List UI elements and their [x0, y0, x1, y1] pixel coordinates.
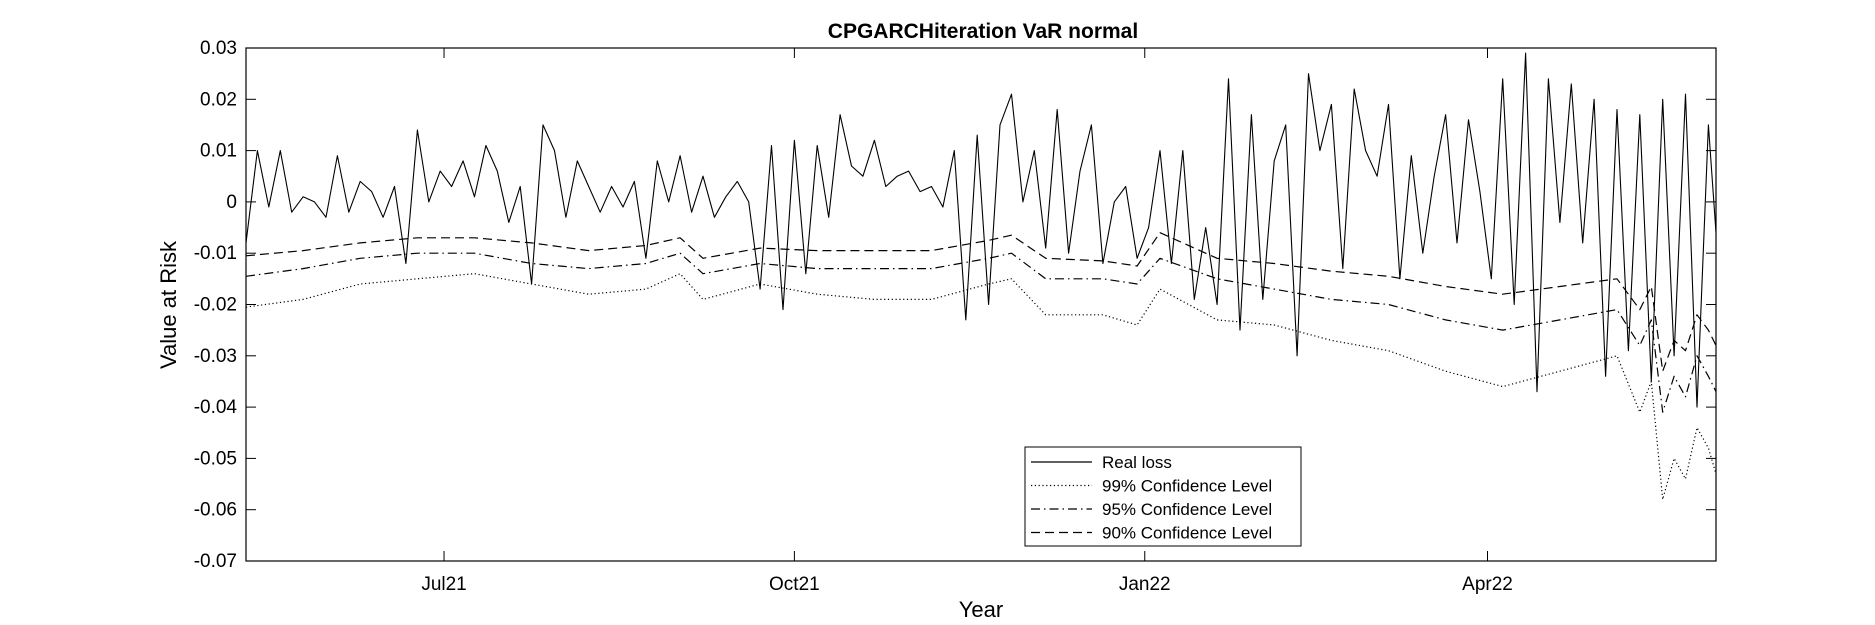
y-tick-label: -0.02 [194, 295, 237, 316]
plot-area [245, 47, 1717, 562]
series-line-1 [245, 52, 1717, 408]
y-tick-label: 0.02 [200, 89, 237, 110]
legend-label: 95% Confidence Level [1102, 500, 1272, 519]
y-tick-label: -0.05 [194, 448, 237, 469]
y-tick-label: 0 [226, 192, 237, 213]
y-tick-label: -0.01 [194, 243, 237, 264]
y-axis-label: Value at Risk [156, 240, 181, 369]
legend-label: Real loss [1102, 453, 1172, 472]
y-tick-label: -0.06 [194, 500, 237, 521]
y-axis: -0.07 -0.06 -0.05 -0.04 -0.03 -0.02 -0.01 0 0.01… [194, 38, 1716, 572]
legend: Real loss 99% Confidence Level 95% Confide… [1024, 446, 1302, 547]
series-line-2 [245, 273, 1717, 500]
y-tick-label: 0.03 [200, 38, 237, 59]
x-tick-label: Jan22 [1119, 574, 1171, 595]
x-tick-label: Apr22 [1462, 574, 1513, 595]
legend-label: 99% Confidence Level [1102, 477, 1272, 496]
x-tick-label: Oct21 [769, 574, 820, 595]
x-tick-label: Jul21 [421, 574, 466, 595]
series-line-3 [245, 252, 1717, 413]
chart-title: CPGARCHiteration VaR normal [828, 20, 1138, 43]
y-tick-label: -0.07 [194, 551, 237, 572]
legend-box [1024, 446, 1302, 547]
legend-label: 90% Confidence Level [1102, 524, 1272, 543]
y-tick-label: -0.03 [194, 346, 237, 367]
x-axis-label: Year [959, 597, 1003, 622]
y-tick-label: 0.01 [200, 141, 237, 162]
y-tick-label: -0.04 [194, 397, 238, 418]
x-axis: Jul21 Oct21 Jan22 Apr22 [421, 48, 1513, 595]
series-layer [245, 52, 1717, 500]
